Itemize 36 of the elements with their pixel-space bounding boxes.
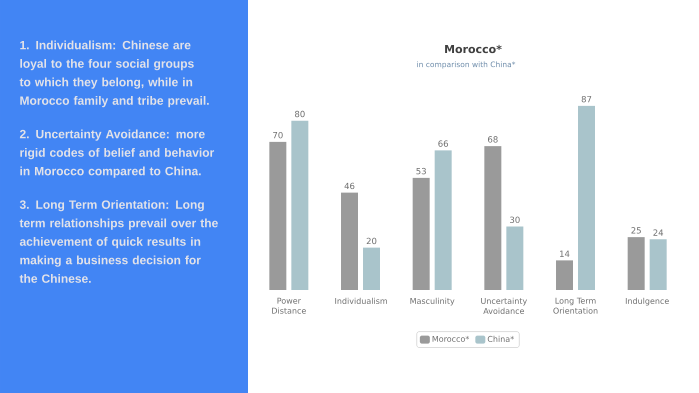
- data-label: 87: [582, 96, 592, 102]
- data-label: 53: [416, 168, 426, 174]
- bar: [269, 142, 286, 290]
- x-tick-label: Indulgence: [626, 298, 669, 306]
- text: 1. Individualism: Chinese are loyal to the four social groups to which they belong, while in Morocco family and tribe prevail.: [20, 40, 209, 108]
- bar: [434, 150, 452, 290]
- x-tick-label: Long Term Orientation: [553, 298, 598, 314]
- bar: [484, 146, 502, 290]
- x-tick-label: Individualism: [335, 298, 387, 304]
- bar: [341, 192, 358, 290]
- data-label: 80: [295, 110, 305, 118]
- bar: [578, 106, 596, 290]
- data-label: 68: [488, 136, 498, 143]
- x-tick-label: Uncertainty Avoidance: [481, 298, 527, 314]
- bar: [628, 237, 645, 290]
- bar: [291, 120, 308, 290]
- text: 2. Uncertainty Avoidance: more rigid codes of belief and behavior in Morocco compared to China.: [20, 130, 214, 178]
- data-label: 46: [344, 182, 354, 190]
- bar: [363, 248, 380, 290]
- bar: [650, 239, 667, 290]
- data-label: 30: [510, 216, 520, 224]
- x-tick-label: Masculinity: [410, 298, 454, 306]
- text: 3. Long Term Orientation: Long term relationships prevail over the achievement of quick results in making a business decision for the Chinese.: [20, 200, 218, 283]
- legend-label: China*: [488, 336, 514, 342]
- data-label: 25: [631, 227, 641, 234]
- data-label: 24: [653, 229, 664, 236]
- data-label: 14: [560, 250, 570, 257]
- data-label: 20: [366, 238, 376, 244]
- bar: [506, 226, 524, 290]
- data-label: 70: [273, 132, 283, 138]
- legend-label: Morocco*: [432, 336, 470, 342]
- bar: [412, 178, 430, 290]
- data-label: 66: [438, 140, 448, 147]
- bar: [556, 260, 574, 290]
- x-tick-label: Power Distance: [272, 298, 306, 314]
- chart-title: Morocco*: [445, 44, 502, 54]
